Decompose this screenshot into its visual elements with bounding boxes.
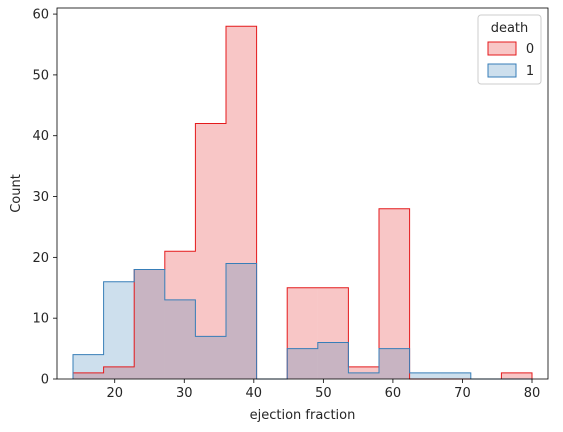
legend: death 01 [477,14,542,85]
bar-fill-death-0-bin-1 [103,366,135,379]
bar-fill-death-0-bin-2 [134,269,165,379]
legend-label-death-1: 1 [526,64,534,79]
legend-box [477,14,542,85]
bar-fill-death-1-bin-11 [409,372,441,379]
x-tick-label: 40 [246,386,263,401]
x-tick-label: 30 [176,386,193,401]
x-tick-label: 50 [315,386,332,401]
bar-fill-death-0-bin-8 [317,287,349,379]
y-axis-label: Count [9,174,24,213]
legend-swatch-death-1 [487,63,517,78]
legend-entries: 01 [487,41,534,79]
bar-fill-death-1-bin-4 [195,336,226,379]
bar-fill-death-0-bin-10 [379,208,410,379]
plot-fills [72,26,533,380]
bar-fill-death-1-bin-10 [379,348,410,379]
x-tick-label: 60 [385,386,402,401]
x-tick-label: 20 [106,386,123,401]
bar-fill-death-1-bin-1 [103,281,135,379]
x-tick-label: 70 [454,386,471,401]
bar-fill-death-1-bin-7 [287,348,318,379]
y-axis-ticks: 0 10 20 30 40 50 60 [32,8,57,388]
legend-swatch-death-0 [487,41,517,56]
bar-fill-death-1-bin-3 [164,299,196,379]
y-tick-label: 20 [32,251,49,266]
bar-fill-death-0-bin-3 [164,251,196,379]
bar-fill-death-1-bin-8 [317,342,349,379]
y-tick-label: 50 [32,68,49,83]
x-axis-ticks: 20 30 40 50 60 70 80 [106,379,540,401]
plot-frame [56,7,549,380]
y-tick-label: 30 [32,190,49,205]
bar-fill-death-0-bin-14 [501,372,533,379]
bar-fill-death-1-bin-0 [72,354,104,379]
bar-fill-death-1-bin-9 [348,372,380,379]
y-tick-label: 40 [32,129,49,144]
bar-fill-death-0-bin-0 [72,372,104,379]
legend-title: death [491,21,529,36]
legend-label-death-0: 0 [526,42,534,57]
bar-fill-death-1-bin-2 [134,269,165,379]
y-tick-label: 0 [41,373,49,388]
x-axis-label: ejection fraction [250,408,356,423]
bar-fill-death-0-bin-5 [225,26,257,379]
x-tick-label: 80 [524,386,541,401]
y-tick-label: 60 [32,8,49,23]
y-tick-label: 10 [32,312,49,327]
bar-fill-death-1-bin-5 [225,263,257,379]
bar-fill-death-0-bin-7 [287,287,318,379]
bar-fill-death-1-bin-12 [440,372,471,379]
